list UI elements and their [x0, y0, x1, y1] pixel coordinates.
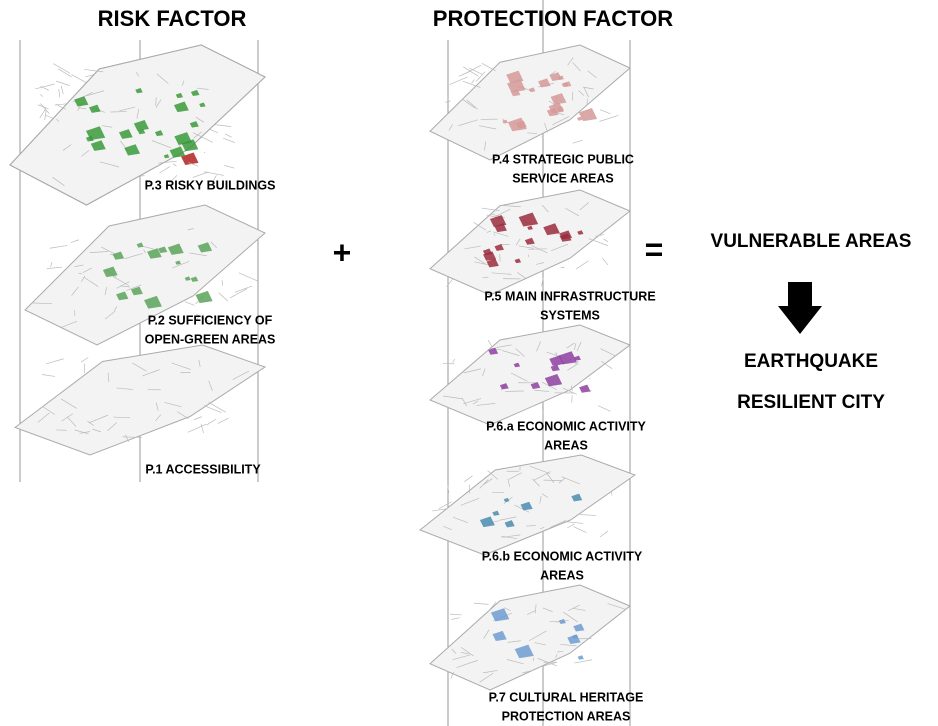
map-street — [61, 86, 63, 94]
factor-label: P.3 RISKY BUILDINGS — [145, 178, 276, 192]
factor-label: SYSTEMS — [540, 308, 600, 322]
equals-sign: = — [645, 231, 664, 267]
factor-label: SERVICE AREAS — [512, 171, 613, 185]
maps — [10, 45, 635, 690]
map-street — [462, 65, 481, 75]
map-street — [482, 63, 496, 71]
map-street — [600, 110, 611, 114]
map-street — [602, 258, 607, 265]
map-street — [573, 527, 586, 533]
map-outline — [430, 585, 630, 690]
factor-label: P.2 SUFFICIENCY OF — [148, 313, 273, 327]
factor-label: AREAS — [540, 568, 584, 582]
map-street — [589, 378, 590, 379]
map-street — [81, 358, 88, 363]
map-street — [45, 115, 52, 118]
map-street — [600, 531, 608, 537]
city-map — [430, 325, 630, 425]
map-street — [469, 68, 482, 74]
diagram: RISK FACTOR PROTECTION FACTOR + = VULNER… — [0, 0, 938, 726]
factor-label: P.6.a ECONOMIC ACTIVITY — [486, 419, 646, 433]
map-street — [488, 340, 492, 347]
city-map — [420, 455, 635, 555]
map-street — [604, 239, 608, 242]
map-street — [453, 359, 455, 363]
map-street — [225, 165, 235, 168]
map-street — [580, 515, 596, 516]
risk-title: RISK FACTOR — [98, 6, 247, 31]
factor-label: P.7 CULTURAL HERITAGE — [489, 690, 644, 704]
outcome-line: RESILIENT CITY — [737, 392, 885, 413]
map-street — [599, 115, 618, 121]
city-map — [430, 585, 630, 690]
city-map — [430, 45, 630, 160]
factor-label: P.5 MAIN INFRASTRUCTURE — [484, 289, 655, 303]
map-street — [567, 524, 574, 528]
factor-label: P.4 STRATEGIC PUBLIC — [492, 152, 634, 166]
map-street — [159, 166, 170, 173]
map-street — [450, 614, 462, 615]
map-street — [464, 476, 472, 482]
map-street — [451, 618, 459, 620]
map-street — [230, 289, 247, 298]
map-street — [611, 491, 612, 495]
map-street — [598, 406, 610, 412]
map-street — [194, 417, 202, 420]
map-street — [472, 80, 475, 84]
map-street — [59, 89, 60, 97]
map-street — [223, 138, 235, 142]
map-street — [193, 172, 209, 177]
map-street — [204, 406, 221, 413]
factor-label: P.1 ACCESSIBILITY — [145, 462, 261, 476]
map-street — [50, 245, 68, 248]
protection-title: PROTECTION FACTOR — [433, 6, 673, 31]
map-patch — [579, 385, 590, 393]
map-street — [218, 418, 229, 423]
map-outline — [430, 45, 630, 160]
factor-label: PROTECTION AREAS — [502, 709, 631, 723]
city-map — [430, 190, 630, 295]
map-outline — [430, 325, 630, 425]
map-street — [46, 359, 63, 364]
map-street — [239, 273, 258, 281]
vulnerable-areas: VULNERABLE AREAS — [711, 231, 912, 252]
factor-label: AREAS — [544, 438, 588, 452]
down-arrow — [778, 282, 822, 334]
map-street — [474, 603, 489, 604]
map-street — [47, 267, 62, 269]
plus-sign: + — [333, 234, 352, 270]
map-street — [225, 134, 232, 137]
map-street — [564, 521, 583, 523]
map-street — [188, 424, 206, 432]
map-street — [204, 172, 224, 176]
map-patch — [578, 655, 584, 659]
map-street — [222, 280, 223, 285]
map-street — [576, 261, 588, 269]
map-street — [173, 164, 176, 166]
map-street — [185, 302, 194, 306]
map-street — [71, 240, 79, 243]
map-street — [50, 262, 52, 267]
map-street — [213, 124, 232, 126]
map-street — [573, 140, 583, 143]
map-street — [56, 81, 69, 85]
map-street — [42, 375, 55, 377]
map-street — [450, 77, 468, 85]
map-street — [40, 94, 43, 96]
map-street — [204, 152, 205, 153]
map-street — [235, 286, 252, 292]
factor-label: OPEN-GREEN AREAS — [145, 332, 276, 346]
map-street — [574, 660, 592, 663]
factor-label: P.6.b ECONOMIC ACTIVITY — [482, 549, 643, 563]
map-street — [53, 64, 70, 74]
outcome-line: EARTHQUAKE — [744, 351, 878, 372]
map-street — [219, 293, 228, 301]
map-street — [206, 419, 216, 425]
